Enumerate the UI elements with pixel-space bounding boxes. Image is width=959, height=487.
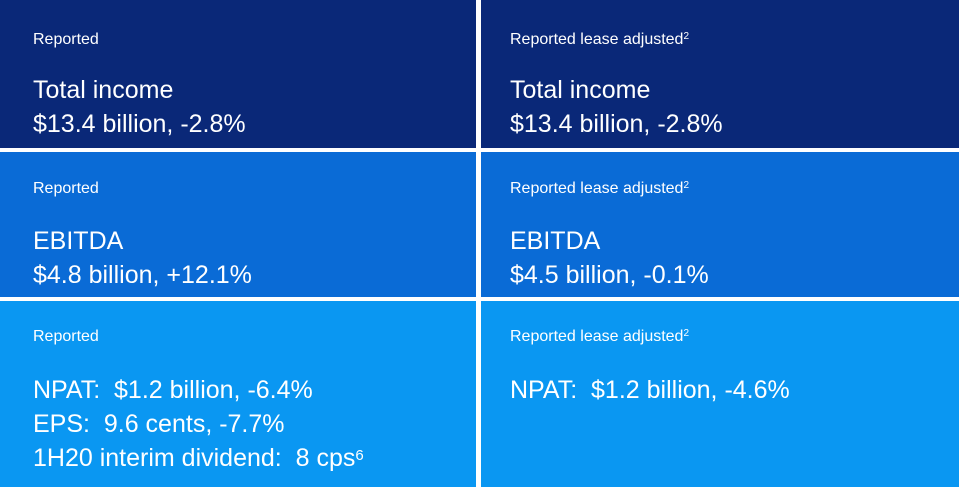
metric-title: Total income [33, 76, 174, 104]
total-income-lease-adjusted-panel: Reported lease adjusted2 Total income $1… [481, 0, 959, 148]
eps-line: EPS: 9.6 cents, -7.7% [33, 410, 285, 438]
npat-line: NPAT: $1.2 billion, -6.4% [33, 376, 313, 404]
footnote-marker: 2 [683, 180, 690, 191]
dividend-line: 1H20 interim dividend: 8 cps6 [33, 444, 364, 472]
panel-label: Reported [33, 180, 99, 197]
footnote-marker: 2 [683, 328, 690, 339]
panel-label: Reported lease adjusted2 [510, 328, 690, 345]
panel-label: Reported lease adjusted2 [510, 31, 690, 48]
panel-label: Reported [33, 31, 99, 48]
panel-metrics: NPAT: $1.2 billion, -6.4% EPS: 9.6 cents… [33, 373, 364, 475]
npat-reported-panel: Reported NPAT: $1.2 billion, -6.4% EPS: … [0, 301, 476, 487]
ebitda-lease-adjusted-panel: Reported lease adjusted2 EBITDA $4.5 bil… [481, 152, 959, 297]
metric-title: EBITDA [510, 227, 601, 255]
metric-value: $4.8 billion, +12.1% [33, 261, 252, 289]
footnote-marker: 2 [683, 31, 690, 42]
metric-value: $13.4 billion, -2.8% [510, 110, 723, 138]
metric-title: Total income [510, 76, 651, 104]
ebitda-reported-panel: Reported EBITDA $4.8 billion, +12.1% [0, 152, 476, 297]
npat-lease-adjusted-panel: Reported lease adjusted2 NPAT: $1.2 bill… [481, 301, 959, 487]
panel-metrics: EBITDA $4.8 billion, +12.1% [33, 224, 252, 292]
metric-value: $13.4 billion, -2.8% [33, 110, 246, 138]
footnote-marker: 6 [355, 447, 364, 464]
panel-label: Reported lease adjusted2 [510, 180, 690, 197]
metric-title: EBITDA [33, 227, 124, 255]
panel-metrics: Total income $13.4 billion, -2.8% [33, 73, 246, 141]
npat-line: NPAT: $1.2 billion, -4.6% [510, 376, 790, 404]
panel-metrics: EBITDA $4.5 billion, -0.1% [510, 224, 709, 292]
panel-metrics: NPAT: $1.2 billion, -4.6% [510, 373, 790, 407]
metric-value: $4.5 billion, -0.1% [510, 261, 709, 289]
total-income-reported-panel: Reported Total income $13.4 billion, -2.… [0, 0, 476, 148]
panel-metrics: Total income $13.4 billion, -2.8% [510, 73, 723, 141]
panel-label: Reported [33, 328, 99, 345]
